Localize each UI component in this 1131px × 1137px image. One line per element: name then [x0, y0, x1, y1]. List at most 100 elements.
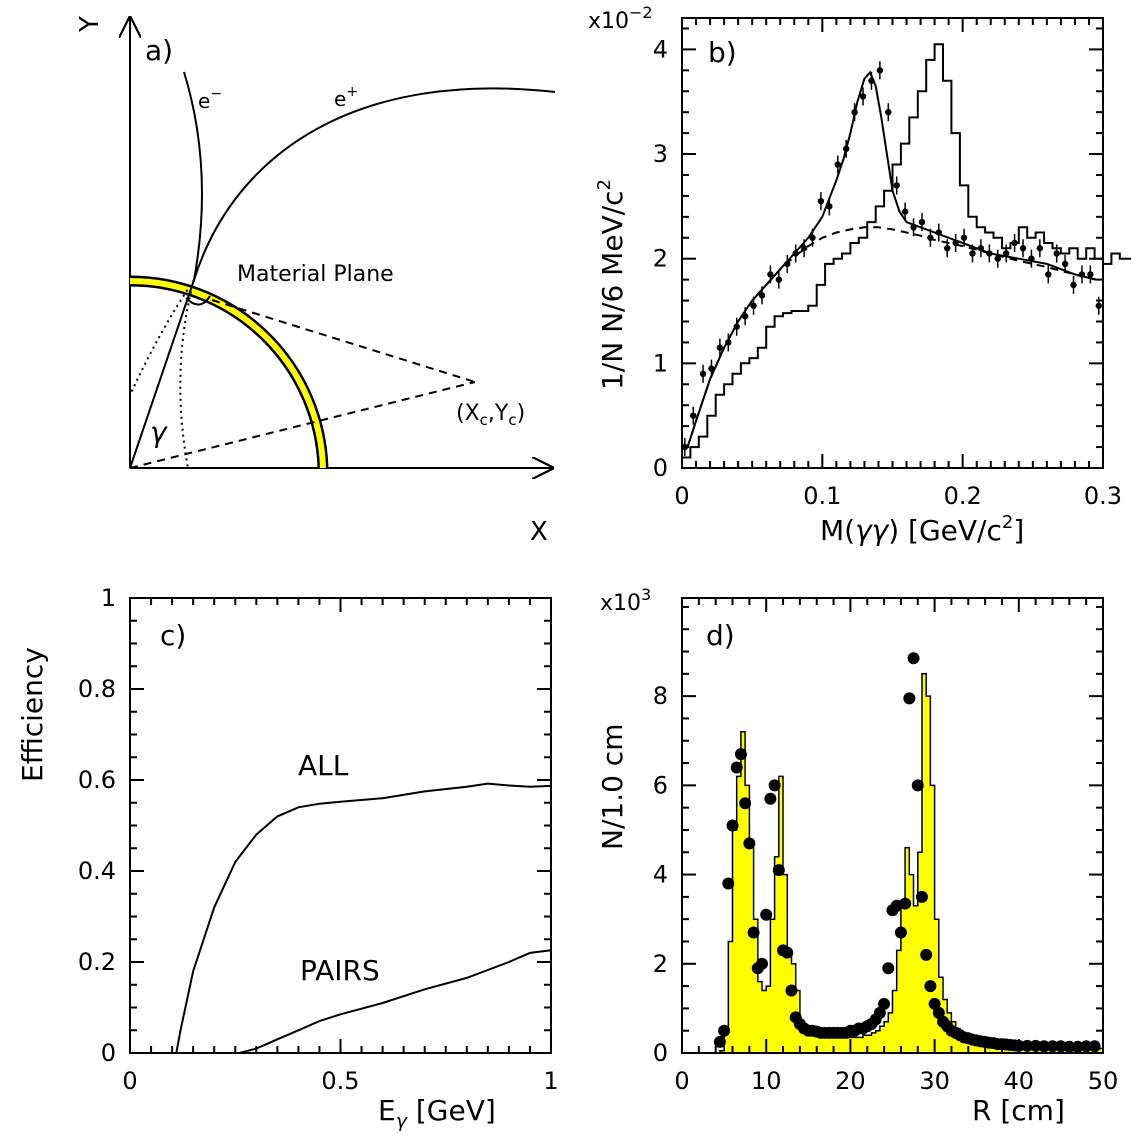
data-point: [920, 948, 933, 961]
data-point: [1002, 250, 1010, 257]
panel-b-data-points: [681, 61, 1102, 457]
x-tick-label: 30: [919, 1067, 950, 1095]
data-point: [1061, 260, 1069, 268]
x-tick-label: 0: [674, 1067, 689, 1095]
data-point: [726, 819, 739, 832]
data-point: [842, 145, 850, 153]
panel-d: 0 10 20 30 40 50 0 2 4 6 8 d) x103 N/1.0 cm R [cm]: [596, 585, 1118, 1127]
data-point: [1019, 245, 1027, 252]
data-point: [915, 890, 928, 903]
panel-b-ticks: [681, 18, 1104, 469]
data-point: [1012, 1039, 1025, 1052]
curve-label-pairs: PAIRS: [300, 954, 380, 987]
panel-d-frame: [681, 597, 1104, 1054]
data-point: [868, 77, 875, 84]
data-point: [1088, 1040, 1101, 1053]
positron-extrapolation: [129, 279, 195, 396]
data-point: [928, 997, 941, 1010]
data-point: [800, 245, 808, 252]
y-tick-label: 0: [653, 1039, 668, 1067]
data-point: [792, 250, 799, 257]
radius-line-2: [129, 381, 476, 469]
data-point: [733, 323, 740, 330]
y-tick-label: 8: [653, 682, 668, 710]
data-point: [1070, 281, 1077, 289]
data-point: [1078, 271, 1086, 278]
data-point: [718, 1024, 731, 1037]
panel-b-total-fit: [686, 70, 1097, 448]
curve-label-all: ALL: [298, 749, 349, 782]
panel-d-data-points: [713, 652, 1101, 1053]
data-point: [817, 197, 825, 205]
data-point: [739, 797, 752, 810]
data-point: [907, 652, 920, 665]
x-tick-label: 40: [1004, 1067, 1035, 1095]
data-point: [1036, 245, 1044, 252]
data-point: [1021, 1039, 1034, 1052]
material-plane-fill: [129, 278, 326, 469]
data-point: [911, 779, 924, 792]
panel-d-label: d): [706, 619, 735, 652]
data-point: [876, 67, 884, 74]
panel-d-histogram: [682, 673, 1104, 1054]
panel-c-ticks: [129, 597, 552, 1054]
data-point: [1046, 1040, 1059, 1053]
data-point: [772, 864, 785, 877]
data-point: [781, 946, 794, 959]
data-point: [910, 224, 917, 231]
opening-angle-arc: [185, 295, 211, 306]
data-point: [730, 761, 743, 774]
data-point: [722, 877, 735, 890]
y-tick-label: 1: [653, 349, 668, 377]
data-point: [977, 245, 985, 252]
y-tick-label: 2: [653, 950, 668, 978]
material-plane-label: Material Plane: [237, 262, 394, 287]
data-point: [893, 182, 900, 189]
data-point: [681, 443, 689, 451]
data-point: [1080, 1040, 1093, 1053]
efficiency-curve-all: [130, 782, 552, 1054]
panel-d-y-label: N/1.0 cm: [596, 724, 629, 850]
y-axis-letter: Y: [75, 16, 105, 33]
data-point: [784, 260, 791, 268]
efficiency-curve-pairs: [130, 949, 552, 1054]
data-point: [1053, 250, 1060, 257]
data-point: [1087, 271, 1094, 278]
data-point: [878, 997, 891, 1010]
data-point: [969, 250, 976, 257]
x-tick-label: 0.5: [321, 1067, 359, 1095]
data-point: [734, 748, 747, 761]
y-tick-label: 1: [101, 584, 116, 612]
panel-d-exponent: x103: [600, 585, 651, 616]
data-point: [901, 208, 909, 215]
data-point: [894, 926, 907, 939]
data-point: [927, 234, 934, 241]
data-point: [944, 245, 951, 252]
x-tick-label: 50: [1088, 1067, 1119, 1095]
data-point: [859, 93, 867, 100]
data-point: [758, 292, 766, 299]
positron-track: [193, 87, 556, 281]
panel-d-x-label: R [cm]: [972, 1094, 1065, 1127]
x-tick-label: 0.2: [944, 482, 982, 510]
data-point: [960, 234, 968, 241]
data-point: [826, 203, 833, 210]
data-point: [873, 1006, 886, 1019]
data-point: [994, 255, 1001, 262]
data-point: [1011, 239, 1018, 247]
x-tick-label: 20: [835, 1067, 866, 1095]
data-point: [741, 313, 749, 320]
panel-c-x-label: Eγ [GeV]: [378, 1094, 496, 1132]
x-tick-label: 0.1: [803, 482, 841, 510]
panel-b-label: b): [708, 36, 737, 69]
data-point: [708, 365, 715, 372]
panel-c-label: c): [160, 619, 186, 652]
data-point: [851, 108, 858, 116]
y-tick-label: 0.2: [78, 948, 116, 976]
y-tick-label: 6: [653, 771, 668, 799]
data-point: [932, 1006, 945, 1019]
data-point: [755, 957, 768, 970]
panel-a: X Y a) Material Plane γ e− e+ (Xc,Yc): [75, 16, 556, 547]
